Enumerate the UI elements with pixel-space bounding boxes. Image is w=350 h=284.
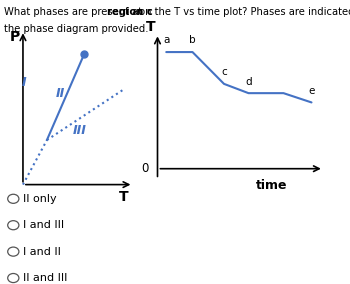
- Text: the phase diagram provided.: the phase diagram provided.: [4, 24, 149, 34]
- Text: II: II: [56, 87, 65, 100]
- Text: c: c: [221, 67, 227, 77]
- Text: T: T: [119, 190, 129, 204]
- Text: I and II: I and II: [23, 247, 61, 257]
- Text: 0: 0: [141, 162, 149, 175]
- Text: a: a: [163, 36, 169, 45]
- Text: What phases are present at: What phases are present at: [4, 7, 146, 17]
- Text: II only: II only: [23, 194, 56, 204]
- Text: d: d: [245, 76, 252, 87]
- Text: I: I: [22, 76, 27, 89]
- Text: III: III: [73, 124, 87, 137]
- Text: P: P: [10, 30, 20, 44]
- Text: II and III: II and III: [23, 273, 67, 283]
- Text: T: T: [146, 20, 155, 34]
- Text: on the T vs time plot? Phases are indicated with I, II, and III on: on the T vs time plot? Phases are indica…: [136, 7, 350, 17]
- Text: b: b: [189, 36, 196, 45]
- Text: e: e: [308, 86, 315, 96]
- Text: I and III: I and III: [23, 220, 64, 230]
- Text: region c: region c: [107, 7, 153, 17]
- Text: time: time: [256, 179, 287, 192]
